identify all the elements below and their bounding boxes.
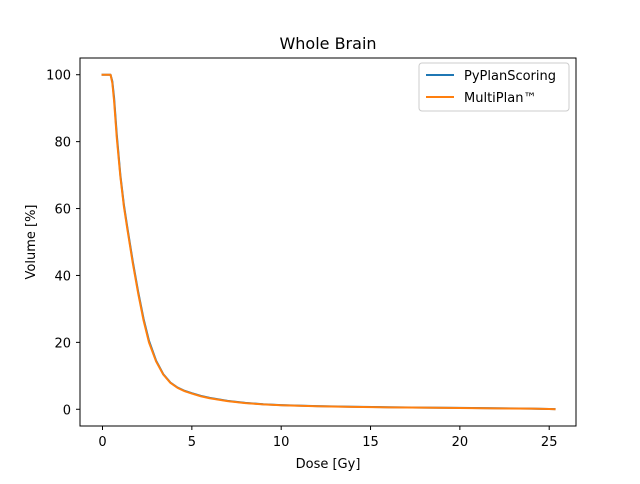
y-tick-label: 0 — [63, 403, 71, 418]
y-tick-label: 40 — [54, 269, 71, 284]
y-axis: 0 20 40 60 80 100 — [46, 69, 80, 418]
x-tick-label: 15 — [362, 435, 379, 450]
plot-frame — [79, 57, 577, 427]
y-tick-label: 20 — [54, 336, 71, 351]
series-line-1 — [101, 73, 556, 411]
chart-title: Whole Brain — [279, 34, 376, 53]
y-tick-label: 60 — [54, 203, 71, 218]
x-axis-label: Dose [Gy] — [296, 457, 361, 472]
x-tick-label: 5 — [188, 435, 196, 450]
y-axis-label: Volume [%] — [24, 205, 39, 280]
legend-label-multiplan: MultiPlan™ — [464, 91, 536, 106]
x-tick-label: 20 — [452, 435, 469, 450]
x-tick-label: 25 — [541, 435, 558, 450]
x-tick-label: 0 — [98, 435, 106, 450]
legend-label-pyplanscoring: PyPlanScoring — [464, 69, 556, 84]
x-tick-label: 10 — [273, 435, 290, 450]
x-axis: 0 5 10 15 20 25 — [98, 426, 557, 450]
y-tick-label: 80 — [54, 136, 71, 151]
series-layer — [101, 73, 556, 411]
legend: PyPlanScoring MultiPlan™ — [418, 62, 570, 112]
y-tick-label: 100 — [46, 69, 71, 84]
legend-frame — [418, 62, 570, 112]
